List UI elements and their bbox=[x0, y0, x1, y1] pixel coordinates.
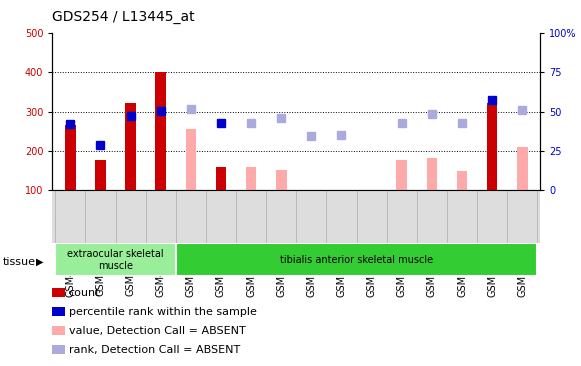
Bar bbox=[487, 102, 497, 190]
Bar bbox=[276, 170, 286, 190]
Bar bbox=[176, 243, 537, 276]
Text: rank, Detection Call = ABSENT: rank, Detection Call = ABSENT bbox=[69, 345, 240, 355]
Bar bbox=[457, 171, 467, 190]
Text: ▶: ▶ bbox=[36, 257, 44, 267]
Bar bbox=[426, 158, 437, 190]
Bar bbox=[125, 102, 136, 190]
Bar bbox=[65, 126, 76, 190]
Text: percentile rank within the sample: percentile rank within the sample bbox=[69, 307, 256, 317]
Bar bbox=[396, 160, 407, 190]
Text: tibialis anterior skeletal muscle: tibialis anterior skeletal muscle bbox=[280, 255, 433, 265]
Bar bbox=[95, 160, 106, 190]
Text: tissue: tissue bbox=[3, 257, 36, 267]
Bar bbox=[185, 128, 196, 190]
Bar bbox=[55, 243, 176, 276]
Text: extraocular skeletal
muscle: extraocular skeletal muscle bbox=[67, 249, 164, 271]
Bar bbox=[216, 168, 226, 190]
Bar bbox=[517, 147, 528, 190]
Text: count: count bbox=[69, 288, 100, 298]
Text: value, Detection Call = ABSENT: value, Detection Call = ABSENT bbox=[69, 326, 245, 336]
Bar bbox=[246, 168, 256, 190]
Bar bbox=[156, 72, 166, 190]
Text: GDS254 / L13445_at: GDS254 / L13445_at bbox=[52, 10, 195, 24]
